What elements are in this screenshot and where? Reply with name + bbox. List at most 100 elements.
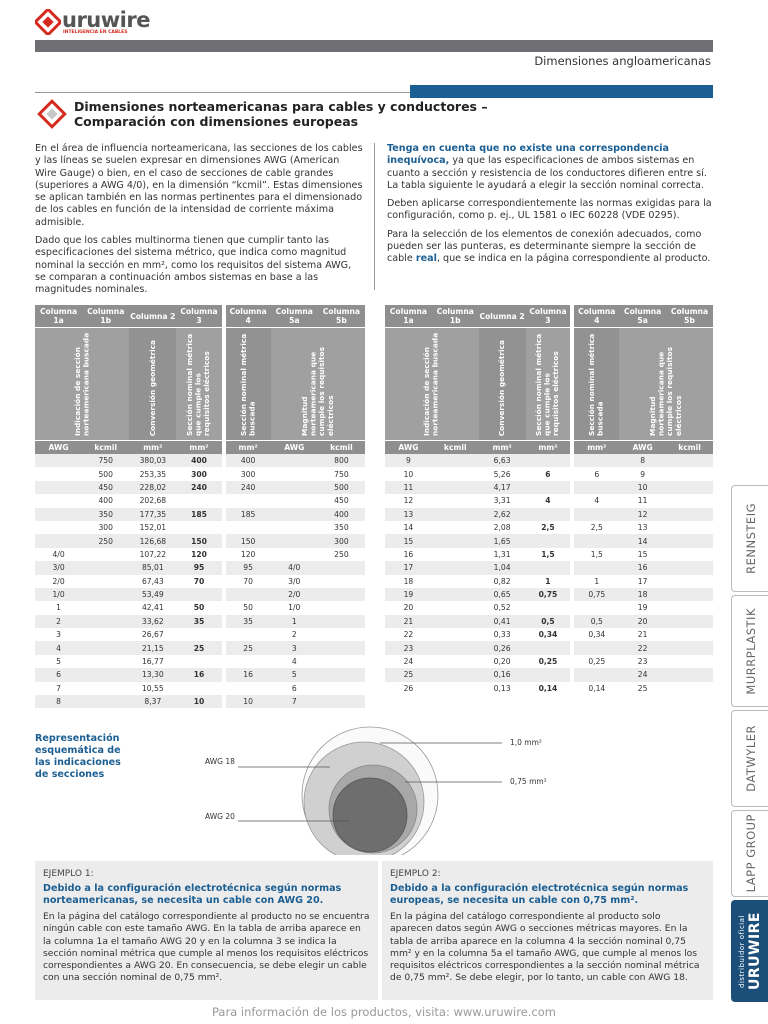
tab-label: RENNSTEIG	[743, 503, 758, 574]
table-cell: 3	[270, 641, 318, 655]
unit: mm²	[525, 440, 573, 454]
table-cell: 2/0	[52, 576, 65, 586]
column-header: Columna 5a	[270, 305, 318, 328]
table-row: 5 16,77 4	[35, 654, 365, 669]
column-description: Conversión geométrica	[496, 339, 506, 436]
unit: AWG	[270, 440, 318, 454]
table-cell	[666, 668, 713, 682]
table-cell	[82, 601, 129, 614]
table-cell	[432, 467, 479, 480]
table-cell	[431, 507, 479, 521]
table-cell: 250	[334, 549, 349, 559]
table-cell: 0,13	[493, 683, 511, 693]
table-cell	[666, 521, 713, 534]
table-row: 6 13,30 16 16 5	[35, 668, 365, 682]
table-cell	[570, 507, 620, 521]
table-cell: 120	[221, 547, 271, 562]
table-cell: 23	[385, 641, 432, 655]
table-cell	[666, 454, 713, 468]
table-cell: 1,31	[493, 549, 511, 559]
table-cell	[35, 480, 83, 495]
table-cell: 8,37	[129, 695, 177, 709]
table-cell: 12	[403, 496, 414, 506]
table-cell	[570, 601, 620, 615]
logo-mark	[35, 9, 61, 35]
table-cell	[525, 507, 573, 521]
side-tab[interactable]: DATWYLER	[731, 710, 768, 807]
text: , que se indica en la página correspondi…	[436, 253, 711, 265]
table-row: 19 0,65 0,75 0,75 18	[385, 587, 713, 602]
side-tab-active[interactable]: URUWIRE distribuidor oficial	[731, 900, 768, 1002]
column-header: Columna 2	[129, 305, 177, 328]
paragraph: En el área de influencia norteamericana,…	[35, 143, 363, 228]
table-cell	[431, 614, 479, 629]
table-cell	[666, 561, 713, 575]
table-cell	[176, 587, 224, 602]
table-cell: 17	[637, 576, 648, 586]
table-cell: 10	[619, 480, 667, 495]
table-cell: 120	[191, 549, 207, 559]
table-cell: 21	[385, 614, 432, 629]
table-cell: 7	[56, 683, 61, 693]
table-cell: 70	[221, 574, 271, 588]
table-cell: 0,5	[570, 614, 620, 629]
diagram-label: 1,0 mm²	[510, 738, 542, 747]
column-header: Columna 1a	[385, 305, 432, 328]
table-cell	[432, 628, 479, 641]
table-cell: 0,34	[538, 630, 558, 640]
table-cell: 16	[403, 549, 414, 559]
unit: AWG	[619, 440, 667, 454]
table-cell	[431, 641, 479, 655]
diagram-label: AWG 18	[205, 757, 235, 766]
side-tab[interactable]: RENNSTEIG	[731, 485, 768, 592]
side-tab[interactable]: LAPP GROUP	[731, 810, 768, 897]
emphasis: Tenga en cuenta que no existe una corres…	[387, 143, 670, 167]
table-cell: 10	[403, 469, 414, 479]
table-cell	[666, 587, 713, 602]
unit: AWG	[35, 440, 83, 454]
table-cell: 5	[270, 668, 318, 682]
table-cell	[666, 575, 713, 588]
example-lead: Debido a la configuración electrotécnica…	[390, 883, 689, 906]
table-row: 12 3,31 4 4 11	[385, 494, 713, 508]
title-line: Comparación con dimensiones europeas	[74, 114, 359, 129]
table-cell	[82, 655, 129, 668]
tab-label: URUWIRE	[747, 911, 763, 990]
unit-row: AWG kcmil mm² mm² mm² AWG kcmil	[385, 440, 713, 454]
table-cell: 21	[637, 630, 648, 640]
table-cell	[570, 480, 620, 495]
table-row: 10 5,26 6 6 9	[385, 467, 713, 481]
table-cell: 400	[176, 454, 224, 468]
table-cell	[221, 628, 271, 642]
table-row: 9 6,63 8	[385, 454, 713, 468]
table-row: 250 126,68 150 150 300	[35, 534, 365, 548]
table-cell	[270, 454, 318, 468]
table-cell	[666, 641, 713, 655]
table-cell	[318, 682, 365, 695]
example-body: En la página del catálogo correspondient…	[43, 911, 370, 984]
text: ya que las especificaciones de ambos sis…	[387, 155, 707, 191]
column-description: Magnitud norteamericana que cumple los r…	[647, 346, 683, 436]
table-cell: 16,77	[141, 657, 164, 667]
side-tab[interactable]: MURRPLASTIK	[731, 595, 768, 707]
table-row: 16 1,31 1,5 1,5 15	[385, 547, 713, 562]
table-cell: 240	[221, 480, 271, 495]
table-cell	[666, 601, 713, 614]
paragraph: Para la selección de los elementos de co…	[387, 229, 715, 266]
description-cell: Sección nominal métrica que cumple los r…	[176, 327, 224, 441]
table-cell: 85,01	[129, 561, 177, 575]
table-row: 13 2,62 12	[385, 507, 713, 521]
table-cell: 23	[637, 657, 648, 667]
column-header: Columna 5b	[317, 305, 365, 328]
table-cell: 8	[35, 695, 83, 709]
table-cell: 6,63	[478, 454, 526, 468]
table-cell: 0,65	[478, 587, 526, 602]
table-cell: 2	[291, 630, 297, 640]
table-row: 25 0,16 24	[385, 668, 713, 682]
table-cell: 0,14	[570, 681, 620, 696]
table-cell: 400	[221, 454, 271, 468]
example-body: En la página del catálogo correspondient…	[390, 911, 700, 984]
table-row: 24 0,20 0,25 0,25 23	[385, 654, 713, 669]
table-cell: 107,22	[139, 549, 167, 559]
